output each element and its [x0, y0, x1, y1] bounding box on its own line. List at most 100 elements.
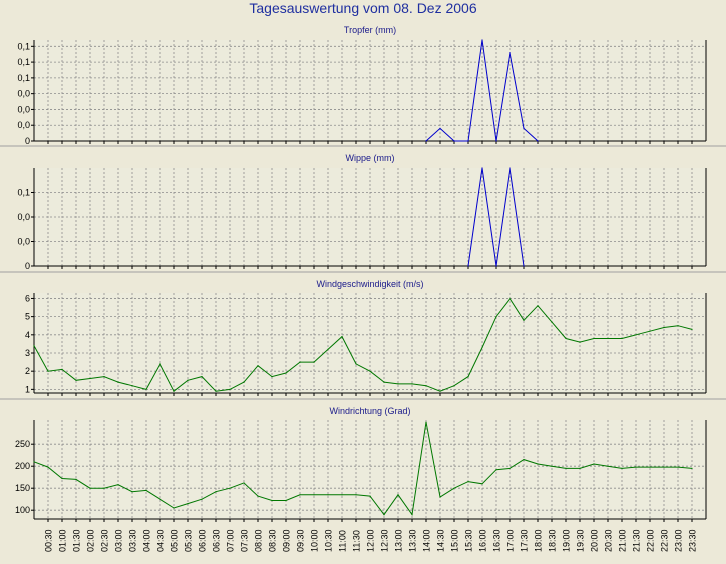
x-tick-label: 02:30: [100, 529, 110, 552]
data-point: [635, 466, 637, 468]
data-point: [173, 507, 175, 509]
x-tick-label: 11:00: [338, 530, 348, 552]
data-point: [369, 495, 371, 497]
y-tick-label: 6: [25, 293, 30, 303]
data-point: [285, 372, 287, 374]
data-point: [369, 370, 371, 372]
x-tick-label: 04:30: [156, 529, 166, 552]
y-tick-label: 250: [15, 439, 30, 449]
y-tick-label: 1: [25, 384, 30, 394]
data-point: [621, 467, 623, 469]
x-tick-label: 06:30: [212, 529, 222, 552]
data-point: [523, 459, 525, 461]
data-point: [215, 491, 217, 493]
data-point: [271, 376, 273, 378]
y-tick-label: 150: [15, 483, 30, 493]
data-point: [565, 467, 567, 469]
data-point: [425, 385, 427, 387]
data-point: [285, 499, 287, 502]
data-point: [467, 481, 469, 483]
data-point: [649, 330, 651, 332]
x-tick-label: 08:00: [254, 529, 264, 552]
data-point: [327, 348, 329, 350]
data-point: [159, 363, 161, 365]
data-point: [635, 334, 637, 336]
data-point: [593, 337, 595, 340]
panel-title: Wippe (mm): [346, 153, 395, 163]
data-point: [523, 265, 525, 267]
x-tick-label: 03:00: [114, 529, 124, 552]
data-point: [495, 265, 497, 267]
x-tick-label: 10:00: [310, 529, 320, 552]
data-point: [355, 494, 357, 496]
data-point: [341, 494, 343, 496]
data-point: [215, 390, 217, 392]
data-point: [117, 381, 119, 383]
data-point: [47, 370, 49, 372]
y-tick-label: 0,0: [17, 212, 30, 222]
y-tick-label: 0,1: [17, 188, 30, 198]
data-point: [537, 463, 539, 465]
data-point: [551, 321, 553, 323]
x-tick-label: 12:00: [366, 529, 376, 552]
panel-title: Tropfer (mm): [344, 25, 396, 35]
series-line: [33, 297, 693, 392]
y-tick-label: 200: [15, 461, 30, 471]
y-tick-label: 3: [25, 348, 30, 358]
x-tick-label: 20:30: [604, 529, 614, 552]
data-point: [523, 127, 525, 129]
x-tick-label: 17:30: [520, 529, 530, 552]
data-point: [341, 336, 343, 338]
data-point: [145, 489, 147, 491]
data-point: [355, 363, 357, 365]
y-tick-label: 0,0: [17, 89, 30, 99]
data-point: [243, 482, 245, 484]
x-tick-label: 18:30: [548, 529, 558, 552]
data-point: [495, 140, 497, 142]
data-point: [509, 167, 511, 169]
data-point: [61, 477, 63, 480]
data-point: [229, 487, 231, 489]
data-point: [47, 466, 49, 468]
data-point: [313, 494, 315, 496]
x-tick-label: 15:00: [450, 529, 460, 552]
y-tick-label: 0,0: [17, 120, 30, 130]
data-point: [131, 491, 133, 493]
data-point: [509, 297, 511, 300]
x-tick-label: 05:30: [184, 529, 194, 552]
data-point: [425, 421, 427, 423]
data-point: [229, 388, 231, 390]
data-point: [663, 466, 665, 468]
data-point: [467, 265, 469, 267]
x-tick-label: 19:00: [562, 529, 572, 552]
y-tick-label: 0,0: [17, 237, 30, 247]
y-tick-label: 0,1: [17, 41, 30, 51]
data-point: [243, 381, 245, 383]
y-tick-label: 2: [25, 366, 30, 376]
data-point: [439, 390, 441, 392]
data-point: [187, 503, 189, 505]
y-tick-label: 0,1: [17, 73, 30, 83]
data-point: [103, 487, 105, 489]
x-tick-label: 20:00: [590, 529, 600, 552]
data-point: [425, 140, 427, 142]
data-point: [33, 345, 35, 347]
x-tick-label: 22:30: [660, 529, 670, 552]
data-point: [509, 52, 511, 54]
data-point: [509, 467, 511, 469]
x-tick-label: 18:00: [534, 529, 544, 552]
data-point: [551, 465, 553, 467]
panel-title: Windgeschwindigkeit (m/s): [316, 279, 423, 289]
x-tick-label: 01:30: [72, 529, 82, 552]
data-point: [467, 140, 469, 142]
x-tick-label: 01:00: [58, 529, 68, 552]
data-point: [677, 325, 679, 327]
x-tick-label: 07:30: [240, 529, 250, 552]
x-tick-label: 02:00: [86, 529, 96, 552]
x-tick-label: 00:30: [44, 529, 54, 552]
x-tick-label: 09:00: [282, 529, 292, 552]
x-tick-label: 14:00: [422, 529, 432, 552]
x-tick-label: 21:30: [632, 529, 642, 552]
data-point: [187, 379, 189, 381]
data-point: [691, 328, 693, 330]
